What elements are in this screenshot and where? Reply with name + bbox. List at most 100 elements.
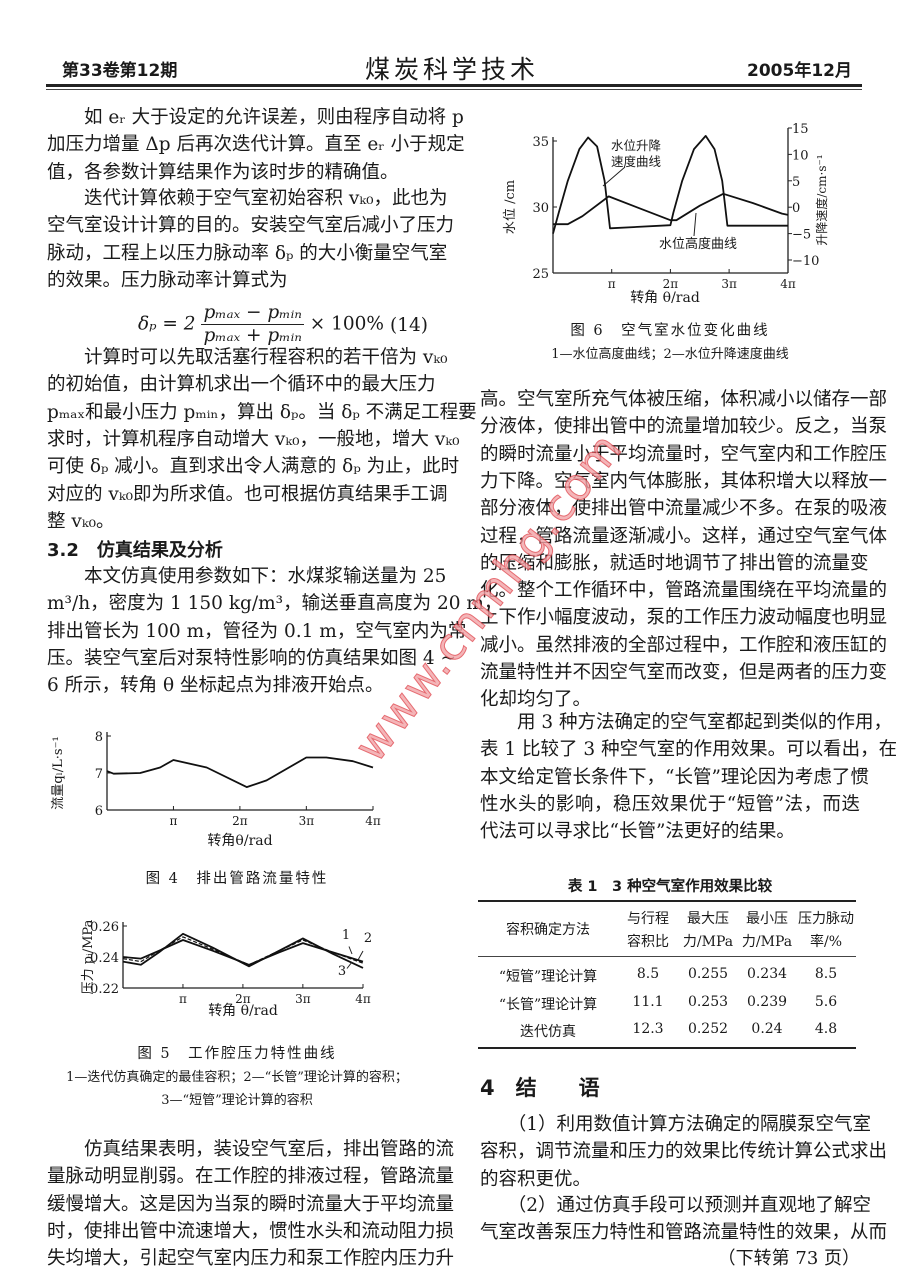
- text-line: 整 vₖ₀。: [47, 510, 115, 532]
- text-line: 仿真结果表明，装设空气室后，排出管路的流: [47, 1139, 455, 1160]
- fig5-y-tick-label: 0.22: [90, 982, 119, 997]
- text-line: 流量特性并不因空气室而改变，但是两者的压力变: [480, 662, 888, 683]
- fig5-x-label: 转角 θ/rad: [208, 1003, 278, 1019]
- text-line: 力下降。空气室内气体膨胀，其体积增大以释放一: [480, 470, 888, 492]
- text-line: 脉动，工程上以压力脉动率 δₚ 的大小衡量空气室: [47, 242, 448, 264]
- table-header-cell: 力/MPa: [682, 934, 734, 950]
- fig5-x-tick-label: 4π: [355, 992, 371, 1006]
- text-line: 缓慢增大。这是因为当泵的瞬时流量大于平均流量: [47, 1193, 455, 1215]
- text-line: 可使 δₚ 减小。直到求出令人满意的 δₚ 为止，此时: [47, 456, 460, 478]
- fig6-y2-tick-label: 10: [792, 148, 809, 163]
- table-bottom-rule: [478, 1047, 856, 1049]
- fig6-level-curve-label: 水位高度曲线: [659, 236, 737, 252]
- formula-denominator: pₘₐₓ + pₘᵢₙ: [203, 325, 302, 346]
- text-line: 化。整个工作循环中，管路流量围绕在平均流量的: [480, 580, 888, 602]
- fig4-caption: 图 4 排出管路流量特性: [145, 871, 329, 887]
- fig5-series-label: 3: [338, 964, 346, 979]
- fig6-speed-label-part: 水位升降: [611, 138, 662, 153]
- table-cell: “长管”理论计算: [498, 996, 598, 1013]
- table-cell: 0.24: [751, 1021, 783, 1037]
- table-header-cell: 率/%: [809, 934, 843, 950]
- fig4-series-line: [106, 756, 374, 788]
- table-header-cell: 压力脉动: [798, 911, 854, 927]
- fig4-y-tick-label: 7: [95, 767, 103, 782]
- fig4-y-label: 流量qₗ/L·s⁻¹: [51, 736, 66, 809]
- text-line: 排出管长为 100 m，管径为 0.1 m，空气室内为常: [47, 620, 467, 642]
- issue-date: 2005年12月: [747, 61, 852, 81]
- text-line: 值，各参数计算结果作为该时步的精确值。: [47, 161, 399, 183]
- fig5-y-label: 压力 pᵢ/MPa: [81, 919, 96, 994]
- text-line: 加压力增量 Δp 后再次迭代计算。直至 eᵣ 小于规定: [47, 134, 465, 156]
- formula-fraction: pₘₐₓ − pₘᵢₙ pₘₐₓ + pₘᵢₙ: [201, 302, 304, 347]
- text-line: 迭代计算依赖于空气室初始容积 vₖ₀，此也为: [47, 188, 448, 209]
- fig5-x-tick-label: π: [179, 992, 187, 1006]
- fig6-caption: 图 6 空气室水位变化曲线: [570, 323, 770, 339]
- text-line: 高。空气室所充气体被压缩，体积减小以储存一部: [480, 389, 888, 410]
- fig6-y2-label: 升降速度/cm·s⁻¹: [814, 154, 829, 245]
- table-header-rule: [478, 956, 856, 957]
- text-line: 6 所示，转角 θ 坐标起点为排液开始点。: [47, 675, 384, 697]
- text-line: 用 3 种方法确定的空气室都起到类似的作用，: [480, 712, 893, 733]
- text-line: 求时，计算机程序自动增大 vₖ₀，一般地，增大 vₖ₀: [47, 428, 460, 450]
- fig5-series-label: 1: [342, 928, 350, 943]
- text-line: 的压缩和膨胀，就适时地调节了排出管的流量变: [480, 552, 869, 574]
- table-header-cell: 最大压: [687, 911, 729, 927]
- text-line: 的效果。压力脉动率计算式为: [47, 269, 288, 291]
- text-line: 过程，管路流量逐渐减小。这样，通过空气室气体: [480, 525, 888, 547]
- fig6-y-label: 水位 /cm: [503, 180, 518, 234]
- formula-rhs: × 100%: [309, 313, 385, 335]
- text-line: 化却均匀了。: [480, 689, 592, 711]
- text-line: 如 eᵣ 大于设定的允许误差，则由程序自动将 p: [47, 107, 464, 128]
- fig6-y2-tick-label: −5: [792, 228, 811, 243]
- text-line: 量脉动明显削弱。在工作腔的排液过程，管路流量: [47, 1166, 455, 1188]
- fig5-y-tick-label: 0.26: [90, 920, 119, 935]
- table-cell: 0.253: [687, 993, 729, 1010]
- table-header-cell: 力/MPa: [741, 934, 793, 950]
- table-cell: 4.8: [814, 1021, 838, 1037]
- fig6-y2-tick-label: 0: [792, 201, 800, 216]
- text-line: 压。装空气室后对泵特性影响的仿真结果如图 4 ~: [47, 647, 457, 669]
- text-line: 分液体，使排出管中的流量增加较少。反之，当泵: [480, 416, 888, 438]
- text-line: pₘₐₓ和最小压力 pₘᵢₙ，算出 δₚ。当 δₚ 不满足工程要: [47, 401, 477, 423]
- table-cell: 5.6: [814, 993, 838, 1010]
- journal-volume: 第33卷第12期: [62, 61, 178, 81]
- fig4-y-tick-label: 6: [95, 804, 103, 819]
- text-line: 气室改善泵压力特性和管路流量特性的效果，从而: [480, 1222, 888, 1244]
- table-cell: 0.234: [746, 966, 788, 982]
- fig5-series-leader: [346, 961, 353, 969]
- text-line: 的容积更优。: [480, 1168, 592, 1190]
- table-header-cell: 最小压: [746, 911, 788, 927]
- table-header-cell: 容积确定方法: [506, 922, 590, 938]
- table-cell: 8.5: [814, 966, 838, 982]
- text-line: 容积，调节流量和压力的效果比传统计算公式求出: [480, 1141, 888, 1163]
- formula-numerator: pₘₐₓ − pₘᵢₙ: [201, 302, 304, 325]
- text-line: 性水头的影响，稳压效果优于“短管”法，而迭: [480, 793, 860, 815]
- fig6-y-tick-label: 35: [532, 135, 549, 150]
- formula-lhs: δₚ = 2: [138, 313, 196, 335]
- fig6-level-leader: [693, 212, 697, 237]
- fig6-series-line: [552, 134, 788, 234]
- equation-14: δₚ = 2 pₘₐₓ − pₘᵢₙ pₘₐₓ + pₘᵢₙ × 100% (1…: [138, 302, 428, 347]
- table-top-rule: [478, 900, 856, 902]
- fig5-caption: 图 5 工作腔压力特性曲线: [137, 1046, 337, 1062]
- table-cell: 11.1: [632, 993, 664, 1010]
- table-cell: 12.3: [632, 1021, 664, 1037]
- text-line: 表 1 比较了 3 种空气室的作用效果。可以看出，在: [480, 739, 898, 761]
- equation-number: (14): [390, 315, 428, 336]
- fig5-series-leader: [348, 946, 353, 955]
- fig4-x-tick-label: 3π: [299, 814, 315, 828]
- table1-title: 表 1 3 种空气室作用效果比较: [567, 879, 773, 895]
- header-rule-thin: [46, 89, 862, 90]
- fig6-y-tick-label: 30: [532, 201, 549, 216]
- table-cell: 0.239: [746, 993, 788, 1010]
- fig6-y2-tick-label: 15: [792, 122, 809, 137]
- text-line: 空气室设计计算的目的。安装空气室后减小了压力: [47, 215, 455, 237]
- fig4-x-tick-label: 4π: [365, 814, 381, 828]
- table-cell: 8.5: [636, 966, 660, 982]
- text-line: 上下作小幅度波动，泵的工作压力波动幅度也明显: [480, 607, 888, 629]
- fig4-x-tick-label: 2π: [232, 814, 248, 828]
- fig6-legend: 1—水位高度曲线；2—水位升降速度曲线: [551, 347, 789, 362]
- text-line: 代法可以寻求比“长管”法更好的结果。: [480, 821, 795, 843]
- text-line: 时，使排出管中流速增大，惯性水头和流动阻力损: [47, 1220, 455, 1242]
- fig6-series-line: [553, 192, 789, 226]
